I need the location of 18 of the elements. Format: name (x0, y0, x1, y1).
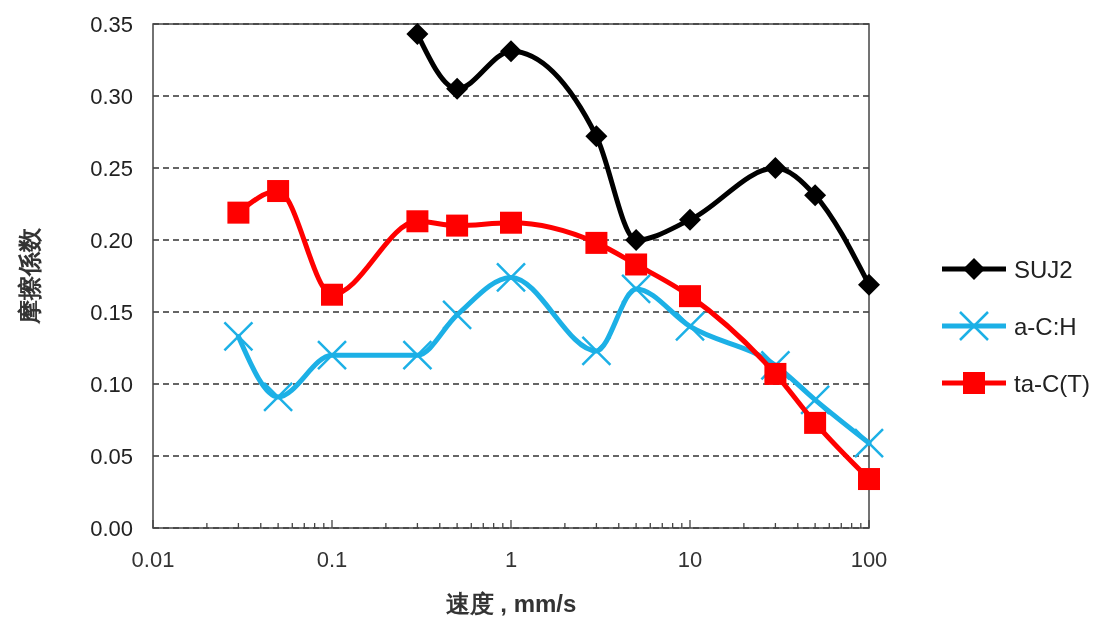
x-tick-label: 0.1 (316, 547, 348, 572)
x-tick-label: 1 (504, 547, 518, 572)
legend-label: ta-C(T) (1014, 370, 1090, 397)
y-tick-label: 0.15 (90, 300, 133, 325)
y-tick-label: 0.00 (90, 516, 133, 541)
y-tick-label: 0.10 (90, 372, 133, 397)
x-tick-label: 10 (677, 547, 703, 572)
x-tick-label: 0.01 (131, 547, 175, 572)
y-tick-label: 0.25 (90, 156, 133, 181)
legend-label: a-C:H (1014, 313, 1077, 340)
legend-label: SUJ2 (1014, 256, 1073, 283)
y-tick-label: 0.20 (90, 228, 133, 253)
y-tick-label: 0.30 (90, 84, 133, 109)
y-axis-title: 摩擦係数 (16, 227, 43, 325)
x-tick-label: 100 (850, 547, 888, 572)
x-axis-title: 速度 , mm/s (445, 590, 577, 617)
y-tick-label: 0.05 (90, 444, 133, 469)
y-tick-label: 0.35 (90, 12, 133, 37)
